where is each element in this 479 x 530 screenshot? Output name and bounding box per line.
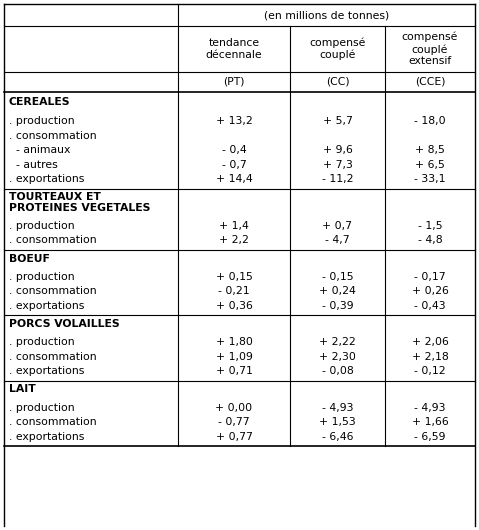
Text: CEREALES: CEREALES bbox=[9, 97, 70, 107]
Text: + 2,30: + 2,30 bbox=[319, 352, 356, 362]
Text: + 2,06: + 2,06 bbox=[411, 337, 448, 347]
Text: (en millions de tonnes): (en millions de tonnes) bbox=[264, 10, 389, 20]
Text: (CCE): (CCE) bbox=[415, 77, 445, 87]
Text: + 9,6: + 9,6 bbox=[322, 145, 353, 155]
Text: - autres: - autres bbox=[9, 160, 58, 170]
Text: BOEUF: BOEUF bbox=[9, 253, 50, 263]
Text: + 0,7: + 0,7 bbox=[322, 221, 353, 231]
Text: + 0,36: + 0,36 bbox=[216, 301, 252, 311]
Text: + 0,15: + 0,15 bbox=[216, 272, 252, 282]
Text: . consommation: . consommation bbox=[9, 286, 97, 296]
Text: + 1,66: + 1,66 bbox=[411, 417, 448, 427]
Text: . exportations: . exportations bbox=[9, 301, 84, 311]
Text: PORCS VOLAILLES: PORCS VOLAILLES bbox=[9, 319, 120, 329]
Text: + 0,77: + 0,77 bbox=[216, 432, 252, 441]
Text: + 8,5: + 8,5 bbox=[415, 145, 445, 155]
Text: . production: . production bbox=[9, 116, 75, 126]
Text: - 6,59: - 6,59 bbox=[414, 432, 446, 441]
Text: + 0,24: + 0,24 bbox=[319, 286, 356, 296]
Text: + 0,26: + 0,26 bbox=[411, 286, 448, 296]
Text: . exportations: . exportations bbox=[9, 174, 84, 184]
Text: - animaux: - animaux bbox=[9, 145, 70, 155]
Text: - 1,5: - 1,5 bbox=[418, 221, 442, 231]
Text: + 0,71: + 0,71 bbox=[216, 366, 252, 376]
Text: + 14,4: + 14,4 bbox=[216, 174, 252, 184]
Text: - 0,08: - 0,08 bbox=[321, 366, 354, 376]
Text: + 7,3: + 7,3 bbox=[322, 160, 353, 170]
Text: - 4,7: - 4,7 bbox=[325, 235, 350, 245]
Text: . production: . production bbox=[9, 403, 75, 413]
Text: + 6,5: + 6,5 bbox=[415, 160, 445, 170]
Text: . exportations: . exportations bbox=[9, 432, 84, 441]
Text: TOURTEAUX ET
PROTEINES VEGETALES: TOURTEAUX ET PROTEINES VEGETALES bbox=[9, 192, 150, 213]
Text: - 4,93: - 4,93 bbox=[414, 403, 446, 413]
Text: + 2,18: + 2,18 bbox=[411, 352, 448, 362]
Text: . exportations: . exportations bbox=[9, 366, 84, 376]
Text: - 0,15: - 0,15 bbox=[322, 272, 354, 282]
Text: - 0,17: - 0,17 bbox=[414, 272, 446, 282]
Text: (PT): (PT) bbox=[223, 77, 245, 87]
Text: - 11,2: - 11,2 bbox=[322, 174, 353, 184]
Text: - 0,12: - 0,12 bbox=[414, 366, 446, 376]
Text: tendance
décennale: tendance décennale bbox=[205, 38, 262, 60]
Text: compensé
couplé
extensif: compensé couplé extensif bbox=[402, 32, 458, 66]
Text: . production: . production bbox=[9, 221, 75, 231]
Text: LAIT: LAIT bbox=[9, 384, 36, 394]
Text: . consommation: . consommation bbox=[9, 417, 97, 427]
Text: - 0,7: - 0,7 bbox=[222, 160, 246, 170]
Text: . consommation: . consommation bbox=[9, 131, 97, 141]
Text: . production: . production bbox=[9, 337, 75, 347]
Text: + 1,09: + 1,09 bbox=[216, 352, 252, 362]
Text: - 0,21: - 0,21 bbox=[218, 286, 250, 296]
Text: . consommation: . consommation bbox=[9, 235, 97, 245]
Text: . production: . production bbox=[9, 272, 75, 282]
Text: - 6,46: - 6,46 bbox=[322, 432, 353, 441]
Text: + 5,7: + 5,7 bbox=[322, 116, 353, 126]
Text: - 4,8: - 4,8 bbox=[418, 235, 442, 245]
Text: + 13,2: + 13,2 bbox=[216, 116, 252, 126]
Text: - 33,1: - 33,1 bbox=[414, 174, 446, 184]
Text: - 0,4: - 0,4 bbox=[222, 145, 246, 155]
Text: + 2,22: + 2,22 bbox=[319, 337, 356, 347]
Text: - 0,43: - 0,43 bbox=[414, 301, 446, 311]
Text: + 2,2: + 2,2 bbox=[219, 235, 249, 245]
Text: + 1,4: + 1,4 bbox=[219, 221, 249, 231]
Text: - 18,0: - 18,0 bbox=[414, 116, 446, 126]
Text: (CC): (CC) bbox=[326, 77, 349, 87]
Text: . consommation: . consommation bbox=[9, 352, 97, 362]
Text: compensé
couplé: compensé couplé bbox=[309, 38, 365, 60]
Text: - 0,39: - 0,39 bbox=[322, 301, 354, 311]
Text: + 1,80: + 1,80 bbox=[216, 337, 252, 347]
Text: + 1,53: + 1,53 bbox=[319, 417, 356, 427]
Text: - 4,93: - 4,93 bbox=[322, 403, 353, 413]
Text: + 0,00: + 0,00 bbox=[216, 403, 252, 413]
Text: - 0,77: - 0,77 bbox=[218, 417, 250, 427]
